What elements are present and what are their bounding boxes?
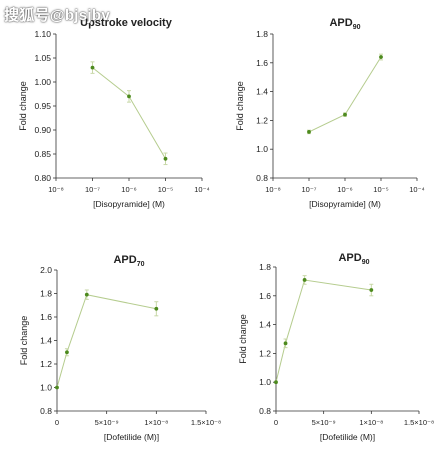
y-tick-label: 1.0 <box>259 377 271 387</box>
y-tick-label: 0.8 <box>259 406 271 416</box>
x-tick-label: 10⁻⁸ <box>48 185 63 194</box>
x-tick-label: 0 <box>274 418 278 427</box>
x-tick-label: 10⁻⁶ <box>337 185 352 194</box>
y-tick-label: 2.0 <box>40 265 52 275</box>
data-point <box>302 278 307 282</box>
chart-title-main: APD <box>329 17 352 29</box>
y-tick-label: 1.4 <box>256 87 268 97</box>
y-tick-label: 1.8 <box>256 29 268 39</box>
x-tick-label: 10⁻⁴ <box>194 185 210 194</box>
y-tick-label: 1.6 <box>259 291 271 301</box>
series-line <box>308 56 382 133</box>
data-point <box>65 350 69 355</box>
series-line <box>92 67 166 160</box>
chart-title: APD90 <box>338 252 369 266</box>
y-tick-label: 1.8 <box>259 262 271 272</box>
y-tick-label: 0.90 <box>34 125 51 135</box>
data-point <box>84 292 89 297</box>
y-tick-label: 1.6 <box>256 58 268 68</box>
data-point <box>307 130 311 134</box>
data-point <box>283 341 288 346</box>
data-point <box>369 288 374 292</box>
chart-panel-1: Upstroke velocity 0.80 0.85 0.90 0.95 1.00 1.0… <box>18 17 210 209</box>
data-point <box>127 94 131 99</box>
y-tick-label: 0.95 <box>34 101 51 111</box>
y-tick-label: 1.0 <box>256 144 268 154</box>
chart-panel-4: APD90 0.8 1.0 1.2 1.4 1.6 1.8 0 5×10⁻⁹ 1×10⁻⁸ 1.5×… <box>238 252 434 442</box>
x-tick-label: 10⁻⁸ <box>265 185 280 194</box>
data-point <box>163 156 168 161</box>
y-tick-label: 1.2 <box>40 359 52 369</box>
x-tick-label: 10⁻⁷ <box>85 185 100 194</box>
x-tick-label: 10⁻⁷ <box>301 185 316 194</box>
y-tick-label: 1.2 <box>256 115 268 125</box>
y-tick-label: 1.10 <box>34 29 51 39</box>
chart-title-subscript: 70 <box>137 261 145 268</box>
x-tick-label: 10⁻⁶ <box>121 185 136 194</box>
chart-title-main: APD <box>338 252 361 264</box>
chart-panel-3: APD70 0.8 1.0 1.2 1.4 1.6 1.8 2.0 0 5×10⁻⁹ 1×10⁻⁸ 1… <box>19 254 221 442</box>
chart-title: Upstroke velocity <box>80 17 173 29</box>
series-line <box>56 294 157 388</box>
x-tick-label: 1.5×10⁻⁸ <box>191 418 221 427</box>
x-tick-label: 1×10⁻⁸ <box>359 418 383 427</box>
y-tick-label: 1.00 <box>34 77 51 87</box>
chart-title-subscript: 90 <box>362 259 370 266</box>
x-axis-label: [Disopyramide] (M) <box>309 199 381 209</box>
y-axis-label: Fold change <box>235 81 245 131</box>
data-point <box>379 55 383 59</box>
data-point <box>55 385 59 390</box>
y-tick-label: 0.8 <box>256 173 268 183</box>
x-tick-label: 10⁻⁴ <box>409 185 425 194</box>
y-tick-label: 0.85 <box>34 149 51 159</box>
x-axis-label: [Dofetilide (M)] <box>104 432 159 442</box>
chart-title-subscript: 90 <box>353 24 361 31</box>
x-tick-label: 10⁻⁵ <box>158 185 173 194</box>
x-tick-label: 5×10⁻⁹ <box>95 418 119 427</box>
y-axis-label: Fold change <box>238 314 248 364</box>
data-point <box>90 65 95 70</box>
chart-panel-2: APD90 0.8 1.0 1.2 1.4 1.6 1.8 10⁻⁸ 10⁻⁷ 10⁻⁶ 10⁻⁵ 1… <box>235 17 425 209</box>
y-tick-label: 1.4 <box>40 336 52 346</box>
y-axis-label: Fold change <box>19 316 29 366</box>
y-tick-label: 0.8 <box>40 406 52 416</box>
x-tick-label: 0 <box>55 418 59 427</box>
y-tick-label: 1.2 <box>259 348 271 358</box>
chart-title-main: Upstroke velocity <box>80 17 173 29</box>
x-tick-label: 5×10⁻⁹ <box>312 418 336 427</box>
chart-title-main: APD <box>113 254 136 266</box>
y-tick-label: 0.80 <box>34 173 51 183</box>
x-tick-label: 1.5×10⁻⁸ <box>404 418 434 427</box>
y-tick-label: 1.6 <box>40 312 52 322</box>
data-point <box>343 112 347 117</box>
x-axis-label: [Disopyramide] (M) <box>93 199 165 209</box>
y-tick-label: 1.4 <box>259 320 271 330</box>
series-line <box>275 279 372 383</box>
data-point <box>274 380 278 385</box>
y-tick-label: 1.05 <box>34 53 51 63</box>
chart-title: APD70 <box>113 254 144 268</box>
x-axis-label: [Dofetilide (M)] <box>320 432 375 442</box>
watermark-text: 搜狐号@bjsjbv <box>4 7 110 24</box>
chart-title: APD90 <box>329 17 360 31</box>
x-tick-label: 1×10⁻⁸ <box>144 418 168 427</box>
data-point <box>154 306 159 311</box>
x-tick-label: 10⁻⁵ <box>373 185 388 194</box>
y-tick-label: 1.8 <box>40 289 52 299</box>
y-tick-label: 1.0 <box>40 383 52 393</box>
y-axis-label: Fold change <box>18 81 28 131</box>
